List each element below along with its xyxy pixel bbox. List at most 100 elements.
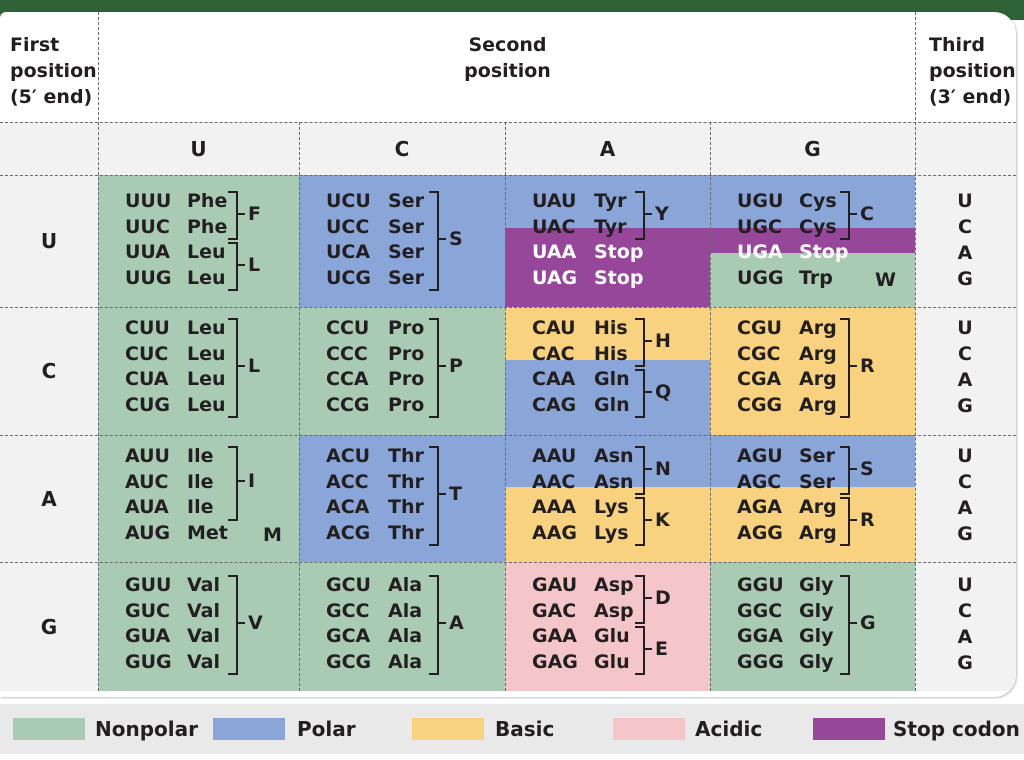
codon-entry: ACU Thr [326,443,424,469]
first-position-header: First position (5′ end) [10,32,97,110]
codon-entry: AAC Asn [532,469,634,495]
codon: GGU [737,574,784,596]
codon-bracket [840,446,850,495]
amino-acid: Pro [388,393,425,416]
third-base-U: U [957,445,973,467]
codon-entry: UCG Ser [326,265,424,291]
bracket-tick [644,467,652,470]
amino-band-basic [710,487,915,562]
amino-band-basic [710,307,915,435]
codon: UGG [737,266,784,289]
codon: UCU [326,190,371,212]
codon-entry: GAU Asp [532,572,634,598]
codon-entry: UUG Leu [125,265,226,291]
codon: CAC [532,342,575,365]
third-base-C: C [958,343,972,365]
codon: UCG [326,266,371,289]
codon-block: AGU Ser AGC Ser AGA Arg AGG Arg [737,443,907,553]
amino-acid: Ala [388,650,423,673]
codon: GUG [125,650,172,673]
bracket-tick [644,518,652,521]
codon: GCU [326,574,371,596]
codon: AGU [737,445,783,467]
one-letter-code: E [655,637,668,660]
legend-label: Basic [495,717,555,741]
first-base-column [0,175,98,691]
codon: GCG [326,650,372,673]
third-position-header: Third position (3′ end) [929,32,1016,110]
amino-acid: Stop [594,266,644,289]
codon: UAC [532,215,576,238]
codon-block: AAU Asn AAC Asn AAA Lys AAG Lys [532,443,702,553]
amino-acid: Pro [388,317,425,339]
codon-entry: UAG Stop [532,265,643,291]
one-letter-code: T [449,483,462,505]
codon: UUG [125,266,172,289]
codon-bracket [228,318,238,418]
one-letter-code: R [860,508,875,531]
third-base-U: U [957,190,973,212]
codon: ACG [326,521,371,544]
codon-entry: GGU Gly [737,572,834,598]
codon-block: GUU Val GUC Val GUA Val GUG Val [125,572,295,682]
amino-acid: Stop [594,241,644,263]
codon-entry: AAG Lys [532,520,629,546]
amino-acid: Arg [799,393,837,416]
grid-horizontal-line [0,175,1016,176]
codon-entry: GGC Gly [737,598,834,624]
grid-horizontal-line [0,307,1016,308]
third-base-C: C [958,471,972,493]
codon-bracket [228,242,238,291]
amino-acid: Gly [799,574,834,596]
one-letter-code: P [449,355,463,377]
codon-entry: AUU Ile [125,443,213,469]
codon-bracket [635,626,645,675]
grid-horizontal-line [0,562,1016,563]
codon-entry: CAA Gln [532,366,630,392]
codon-bracket [429,318,439,418]
amino-acid: Leu [187,317,226,339]
amino-band-nonpolar [299,307,505,435]
codon: CCU [326,317,370,339]
codon: CGU [737,317,782,339]
codon-bracket [635,369,645,418]
amino-acid: Ile [187,496,214,518]
codon: CUA [125,368,169,390]
bracket-tick [849,365,857,367]
amino-band-nonpolar [98,435,299,562]
amino-acid: Thr [388,496,424,518]
legend-swatch-basic [412,718,484,740]
third-header-line-2: position [929,60,1016,82]
bracket-tick [438,365,446,367]
codon: GGG [737,650,784,673]
codon: GAU [532,574,578,596]
first-base-C: C [41,359,57,383]
codon-entry: CGC Arg [737,341,837,367]
second-header-line-2: position [464,60,551,82]
one-letter-code: R [860,355,875,377]
amino-acid: Tyr [594,215,627,238]
codon: CUC [125,342,169,365]
codon: UAG [532,266,578,289]
codon-entry: CAG Gln [532,392,630,418]
codon-entry: CGA Arg [737,366,837,392]
codon-block: UGU Cys UGC Cys UGA Stop UGG Trp [737,188,907,298]
codon: AAG [532,521,578,544]
codon-entry: UAA Stop [532,239,643,265]
amino-band-basic [505,487,710,562]
third-base-G: G [957,523,973,545]
codon-bracket [635,575,645,624]
codon-entry: AGA Arg [737,494,837,520]
amino-band-stop-codon [505,228,710,307]
amino-band-polar [505,175,710,228]
third-header-line-1: Third [929,34,985,56]
amino-acid: Glu [594,625,630,647]
bracket-tick [438,238,446,240]
amino-acid: Ile [187,445,214,467]
second-base-U: U [190,136,207,161]
legend-label: Acidic [695,717,763,741]
one-letter-code: D [655,586,671,609]
codon: AUA [125,496,169,518]
codon-entry: GUU Val [125,572,220,598]
